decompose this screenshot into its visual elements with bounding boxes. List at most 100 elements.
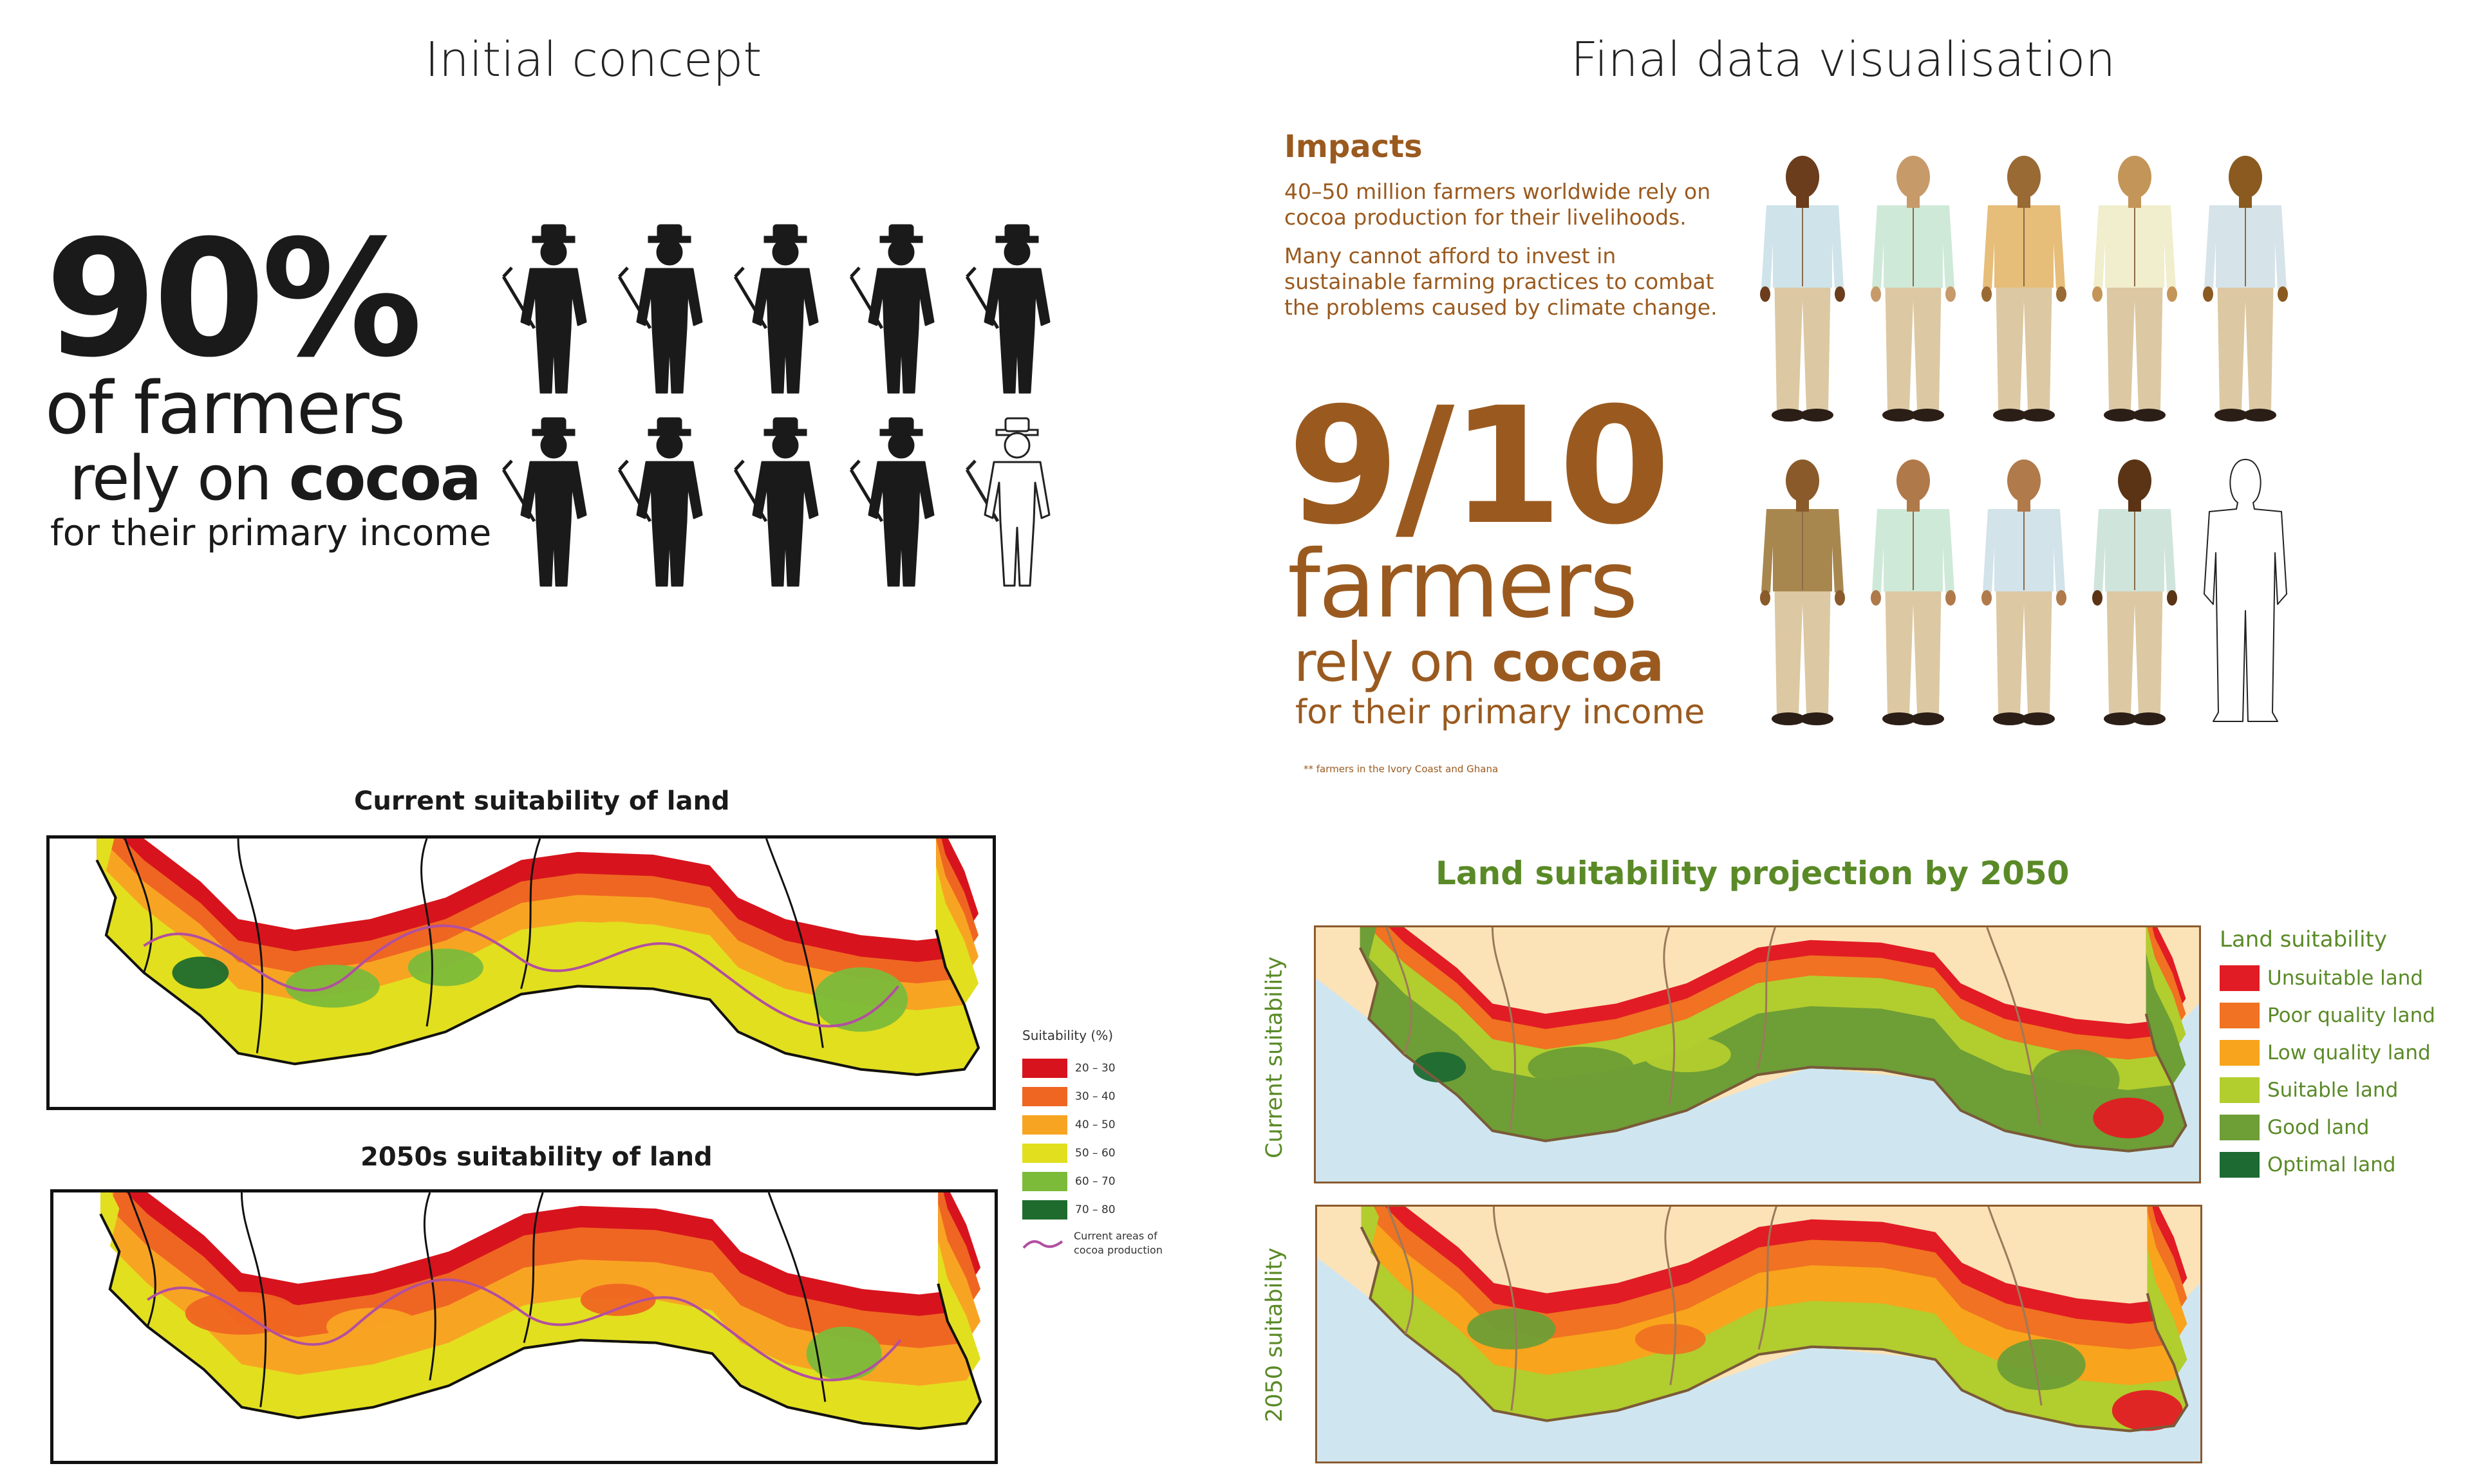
- map-svg: [1317, 1207, 2200, 1461]
- suitability-patch: [1997, 1339, 2086, 1391]
- legend-label: 40 – 50: [1075, 1118, 1116, 1131]
- concept-legend: Suitability (%) 20 – 30 30 – 40 40 – 50 50 …: [1022, 1028, 1215, 1285]
- production-label-2: cocoa production: [1074, 1244, 1163, 1256]
- legend-swatch: [1022, 1200, 1067, 1220]
- suitability-band: [97, 839, 979, 1076]
- legend-label: Suitable land: [2267, 1079, 2399, 1102]
- suitability-patch: [568, 922, 663, 960]
- legend-label: 30 – 40: [1075, 1090, 1116, 1103]
- concept-future-map: [50, 1189, 998, 1464]
- legend-swatch: [2220, 1152, 2260, 1178]
- concept-line-2-bold: cocoa: [288, 443, 482, 514]
- coastline: [95, 859, 980, 1076]
- suitability-patch: [1634, 1324, 1706, 1355]
- suitability-patch: [1528, 1046, 1634, 1088]
- impacts-line-3: for their primary income: [1295, 693, 1705, 732]
- farmer-figure-filled: [2092, 459, 2177, 725]
- concept-stat-block: 90% of farmers rely on cocoa for their p…: [45, 219, 496, 556]
- farmer-figure-filled: [733, 224, 819, 394]
- country-border: [1387, 1207, 1414, 1335]
- farmer-figure-filled: [617, 224, 703, 394]
- country-border: [1385, 927, 1412, 1055]
- concept-figures-svg: [502, 224, 1051, 587]
- concept-legend-item: 20 – 30: [1022, 1059, 1116, 1078]
- final-legend-item: Unsuitable land: [2220, 965, 2423, 991]
- final-legend-title: Land suitability: [2220, 927, 2387, 952]
- legend-swatch: [1022, 1172, 1067, 1191]
- concept-future-map-title: 2050s suitability of land: [360, 1142, 713, 1172]
- farmer-figure-filled: [1871, 459, 1956, 725]
- farmer-figure-filled: [1981, 459, 2066, 725]
- final-label-current: Current suitability: [1262, 956, 1288, 1158]
- farmer-figure-filled: [2203, 156, 2288, 422]
- farmer-figure-filled: [502, 417, 587, 587]
- farmer-figure-filled: [965, 224, 1051, 394]
- impacts-footnote: ** farmers in the Ivory Coast and Ghana: [1304, 763, 1499, 775]
- concept-current-map: [46, 835, 996, 1110]
- final-legend-item: Optimal land: [2220, 1152, 2395, 1178]
- country-border: [765, 839, 824, 1048]
- final-figures-svg: [1760, 156, 2288, 725]
- concept-legend-item: 40 – 50: [1022, 1115, 1116, 1135]
- impacts-stat-block: 9/10 farmers rely on cocoa for their pri…: [1288, 386, 1738, 734]
- final-label-future: 2050 suitability: [1262, 1247, 1288, 1422]
- final-legend-item: Good land: [2220, 1115, 2369, 1140]
- impacts-para-2: Many cannot afford to invest in sustaina…: [1284, 243, 1718, 320]
- legend-swatch: [2220, 1003, 2260, 1028]
- legend-swatch: [2220, 1115, 2260, 1140]
- final-maps-title: Land suitability projection by 2050: [1436, 855, 2070, 892]
- country-border: [767, 1192, 827, 1402]
- cocoa-production-area: [143, 924, 900, 1028]
- country-border: [1987, 1207, 2043, 1406]
- farmer-figure-filled: [849, 417, 935, 587]
- legend-label: 20 – 30: [1075, 1062, 1116, 1075]
- country-border: [1664, 1207, 1677, 1386]
- legend-swatch: [1022, 1115, 1067, 1135]
- suitability-patch: [1467, 1308, 1556, 1350]
- farmer-figure-filled: [2092, 156, 2177, 422]
- legend-swatch: [1022, 1059, 1067, 1078]
- farmer-figure-filled: [502, 224, 587, 394]
- impacts-line-2-prefix: rely on: [1294, 631, 1492, 694]
- country-border: [1986, 927, 2041, 1126]
- concept-legend-item: 70 – 80: [1022, 1200, 1116, 1220]
- farmer-figure-filled: [1760, 459, 1845, 725]
- legend-label: Unsuitable land: [2267, 967, 2424, 990]
- impacts-para-1: 40–50 million farmers worldwide rely on …: [1284, 179, 1711, 230]
- impacts-line-2-bold: cocoa: [1492, 631, 1664, 694]
- country-border: [1757, 1207, 1777, 1350]
- impacts-block: Impacts 40–50 million farmers worldwide …: [1284, 127, 1735, 320]
- impacts-line-2: rely on cocoa: [1294, 633, 1738, 691]
- suitability-patch: [806, 1326, 882, 1380]
- concept-legend-item: 60 – 70: [1022, 1172, 1116, 1191]
- concept-farmer-figures: [502, 212, 1094, 598]
- country-border: [240, 1192, 267, 1407]
- country-border: [237, 839, 264, 1053]
- suitability-band: [100, 1192, 981, 1430]
- concept-line-2: rely on cocoa: [70, 447, 496, 511]
- final-farmer-figures: [1757, 145, 2311, 737]
- farmer-figure-filled: [849, 224, 935, 394]
- final-legend-item: Low quality land: [2220, 1040, 2431, 1066]
- legend-label: 50 – 60: [1075, 1147, 1116, 1160]
- suitability-patch: [407, 948, 483, 987]
- concept-line-3: for their primary income: [50, 512, 492, 554]
- map-svg: [1316, 927, 2199, 1182]
- legend-label: 60 – 70: [1075, 1175, 1116, 1188]
- final-current-map: [1314, 925, 2201, 1183]
- final-legend-item: Suitable land: [2220, 1077, 2398, 1103]
- legend-swatch: [2220, 965, 2260, 991]
- country-border: [1756, 927, 1776, 1070]
- farmer-figure-empty: [2204, 459, 2287, 722]
- legend-swatch: [1022, 1144, 1067, 1163]
- suitability-patch: [326, 1308, 421, 1346]
- impacts-title: Impacts: [1284, 129, 1423, 165]
- country-border: [1492, 1207, 1518, 1411]
- legend-label: Optimal land: [2267, 1153, 2396, 1176]
- legend-swatch: [2220, 1040, 2260, 1066]
- suitability-patch: [2093, 1097, 2164, 1138]
- suitability-band: [1360, 927, 2186, 1153]
- concept-legend-title: Suitability (%): [1022, 1028, 1114, 1043]
- concept-line-1: of farmers: [45, 367, 406, 450]
- production-line-icon: [1022, 1240, 1063, 1249]
